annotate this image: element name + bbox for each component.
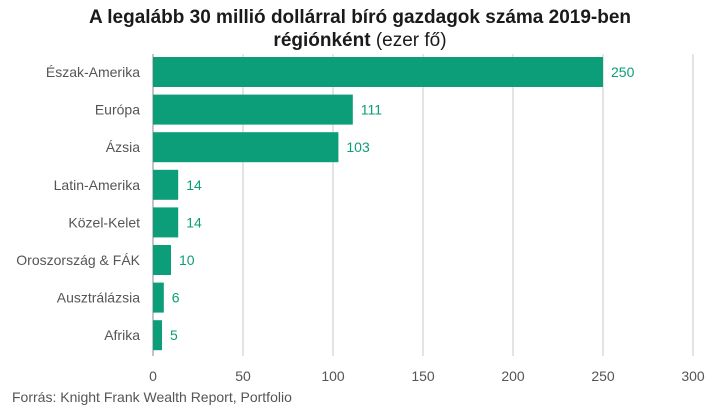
x-tick-label: 100 <box>321 368 345 384</box>
bar <box>153 245 171 275</box>
category-label: Ázsia <box>106 139 140 155</box>
bar <box>153 282 164 313</box>
bars <box>153 57 603 351</box>
category-label: Európa <box>95 102 140 118</box>
x-axis-ticks: 0 50 100 150 200 250 300 <box>149 368 705 384</box>
bar <box>153 57 603 87</box>
bar <box>153 320 162 351</box>
bar <box>153 132 339 163</box>
value-label: 10 <box>179 252 195 268</box>
value-label: 250 <box>611 64 635 80</box>
category-labels: Észak-Amerika Európa Ázsia Latin-Amerika Köz… <box>16 64 140 343</box>
category-label: Ausztrálázsia <box>57 290 140 306</box>
bar <box>153 94 353 125</box>
x-tick-label: 150 <box>411 368 435 384</box>
bar <box>153 207 179 238</box>
x-tick-label: 250 <box>591 368 615 384</box>
bar <box>153 169 179 200</box>
value-label: 14 <box>186 214 202 230</box>
chart-subtitle: (ezer fő) <box>375 30 447 51</box>
chart-title: A legalább 30 millió dollárral bíró gazd… <box>0 6 720 52</box>
category-label: Észak-Amerika <box>46 64 140 80</box>
category-label: Latin-Amerika <box>54 177 141 193</box>
value-label: 103 <box>346 139 370 155</box>
category-label: Közel-Kelet <box>68 214 140 230</box>
category-label: Oroszország & FÁK <box>16 252 140 268</box>
x-tick-label: 200 <box>501 368 525 384</box>
value-label: 111 <box>361 102 382 118</box>
value-label: 5 <box>170 327 178 343</box>
value-label: 14 <box>186 177 202 193</box>
x-tick-label: 300 <box>681 368 705 384</box>
chart-title-line2: régiónként <box>273 30 371 51</box>
source-note: Forrás: Knight Frank Wealth Report, Port… <box>12 389 292 405</box>
x-tick-label: 0 <box>149 368 157 384</box>
value-labels: 250 111 103 14 14 10 6 5 <box>170 64 635 343</box>
chart-title-line1: A legalább 30 millió dollárral bíró gazd… <box>88 7 632 28</box>
x-tick-label: 50 <box>235 368 251 384</box>
category-label: Afrika <box>104 327 140 343</box>
value-label: 6 <box>172 290 180 306</box>
